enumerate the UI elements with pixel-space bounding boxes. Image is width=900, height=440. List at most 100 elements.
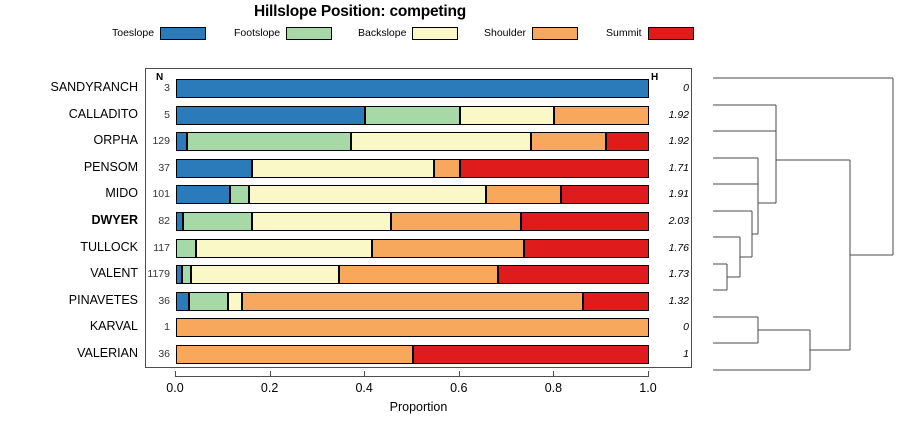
bar-segment-shoulder[interactable]	[530, 132, 607, 152]
bar-segment-footslope[interactable]	[183, 212, 252, 231]
legend-label: Footslope	[234, 27, 281, 39]
bar-segment-summit[interactable]	[561, 185, 649, 205]
h-value: 1.73	[668, 268, 689, 281]
legend-label: Toeslope	[112, 27, 155, 39]
h-value: 1.71	[668, 161, 689, 174]
x-axis-tick	[458, 371, 460, 377]
bar-segment-toeslope[interactable]	[176, 212, 184, 231]
bar-segment-footslope[interactable]	[181, 265, 192, 285]
n-value: 1	[164, 321, 170, 334]
legend-label: Summit	[606, 27, 642, 39]
n-value: 36	[158, 348, 170, 360]
bar-segment-shoulder[interactable]	[433, 158, 460, 178]
bar-segment-summit[interactable]	[459, 158, 649, 178]
bar-segment-footslope[interactable]	[189, 291, 229, 311]
y-axis-label-pensom: PENSOM	[83, 159, 138, 174]
y-axis-label-karval: KARVAL	[89, 319, 138, 334]
legend-item-footslope: Footslope	[234, 24, 333, 42]
bar-segment-backslope[interactable]	[251, 212, 392, 231]
n-value: 117	[153, 241, 170, 254]
x-axis-tick-label: 0.8	[544, 381, 563, 395]
legend-swatch-summit	[647, 26, 694, 40]
bar-segment-backslope[interactable]	[249, 185, 486, 205]
n-value: 129	[152, 135, 170, 148]
bar-segment-backslope[interactable]	[459, 105, 555, 125]
bar-segment-backslope[interactable]	[191, 265, 340, 285]
x-axis-tick-label: 0.6	[450, 381, 468, 395]
bar-segment-backslope[interactable]	[351, 132, 531, 152]
bar-segment-shoulder[interactable]	[242, 291, 583, 311]
bar-segment-shoulder[interactable]	[485, 185, 562, 205]
bar-segment-summit[interactable]	[582, 291, 649, 311]
legend-swatch-backslope	[412, 26, 459, 40]
y-axis-label-valent: VALENT	[90, 266, 138, 281]
bar-segment-backslope[interactable]	[251, 158, 434, 178]
n-value: 82	[158, 215, 170, 227]
bar-segment-summit[interactable]	[412, 345, 649, 364]
x-axis-tick	[648, 371, 649, 377]
bar-segment-backslope[interactable]	[196, 238, 373, 258]
bar-segment-shoulder[interactable]	[554, 105, 649, 125]
n-value: 3	[164, 82, 170, 94]
x-axis-tick-label: 0.0	[166, 381, 184, 395]
h-value: 2.03	[668, 215, 689, 227]
y-axis-label-dwyer: DWYER	[91, 213, 138, 227]
bar-segment-backslope[interactable]	[228, 291, 243, 311]
y-axis-label-calladito: CALLADITO	[68, 106, 138, 121]
bar-segment-summit[interactable]	[523, 238, 649, 258]
n-value: 5	[164, 108, 170, 121]
y-axis-label-sandyranch: SANDYRANCH	[50, 80, 138, 94]
legend: Toeslope Footslope Backslope Shoulder Su…	[112, 24, 712, 42]
y-axis-label-valerian: VALERIAN	[77, 346, 138, 360]
plot-panel: N H 3 0 5 1.92 129 1.92 37 1.71 101 1.91 82 2.03 117…	[145, 68, 692, 368]
bar-segment-shoulder[interactable]	[176, 345, 413, 364]
n-value: 36	[158, 294, 170, 307]
x-axis-line	[175, 376, 648, 377]
legend-swatch-footslope	[286, 26, 333, 40]
h-column-header: H	[651, 72, 659, 83]
bar-segment-toeslope[interactable]	[176, 105, 366, 125]
legend-swatch-toeslope	[160, 26, 207, 40]
x-axis-tick	[175, 371, 176, 377]
bar-segment-toeslope[interactable]	[176, 79, 649, 98]
x-axis-tick	[364, 371, 366, 377]
bar-segment-footslope[interactable]	[176, 238, 197, 258]
bar-segment-toeslope[interactable]	[176, 265, 182, 285]
h-value: 1	[683, 348, 689, 360]
h-value: 1.92	[668, 135, 689, 148]
y-axis-label-mido: MIDO	[105, 186, 138, 201]
h-value: 1.92	[668, 108, 689, 121]
bar-segment-summit[interactable]	[497, 265, 649, 285]
legend-label: Backslope	[358, 27, 407, 39]
legend-item-backslope: Backslope	[358, 24, 459, 42]
y-axis-label-orpha: ORPHA	[93, 133, 138, 148]
bar-segment-summit[interactable]	[521, 212, 649, 231]
h-value: 1.76	[668, 241, 689, 254]
bar-segment-summit[interactable]	[606, 132, 649, 152]
bar-segment-footslope[interactable]	[365, 105, 460, 125]
bar-segment-shoulder[interactable]	[372, 238, 524, 258]
n-value: 101	[152, 188, 170, 201]
bar-segment-toeslope[interactable]	[176, 291, 190, 311]
bar-segment-toeslope[interactable]	[176, 185, 231, 205]
n-value: 37	[158, 161, 170, 174]
x-axis-tick-label: 0.2	[260, 381, 279, 395]
bar-segment-toeslope[interactable]	[176, 132, 187, 152]
x-axis-tick-label: 0.4	[355, 381, 373, 395]
bar-segment-toeslope[interactable]	[176, 158, 252, 178]
page-title: Hillslope Position: competing	[253, 3, 467, 20]
x-axis-tick-label: 1.0	[639, 381, 657, 395]
h-value: 1.91	[668, 188, 689, 201]
legend-label: Shoulder	[484, 27, 527, 39]
bar-segment-footslope[interactable]	[186, 132, 351, 152]
h-value: 1.32	[668, 294, 689, 307]
bar-segment-shoulder[interactable]	[391, 212, 522, 231]
bar-segment-shoulder[interactable]	[339, 265, 498, 285]
bar-segment-footslope[interactable]	[230, 185, 250, 205]
h-value: 0	[683, 321, 689, 334]
legend-item-summit: Summit	[606, 24, 694, 42]
legend-swatch-shoulder	[532, 26, 579, 40]
bar-segment-shoulder[interactable]	[176, 318, 649, 338]
dendrogram-svg	[713, 77, 894, 371]
